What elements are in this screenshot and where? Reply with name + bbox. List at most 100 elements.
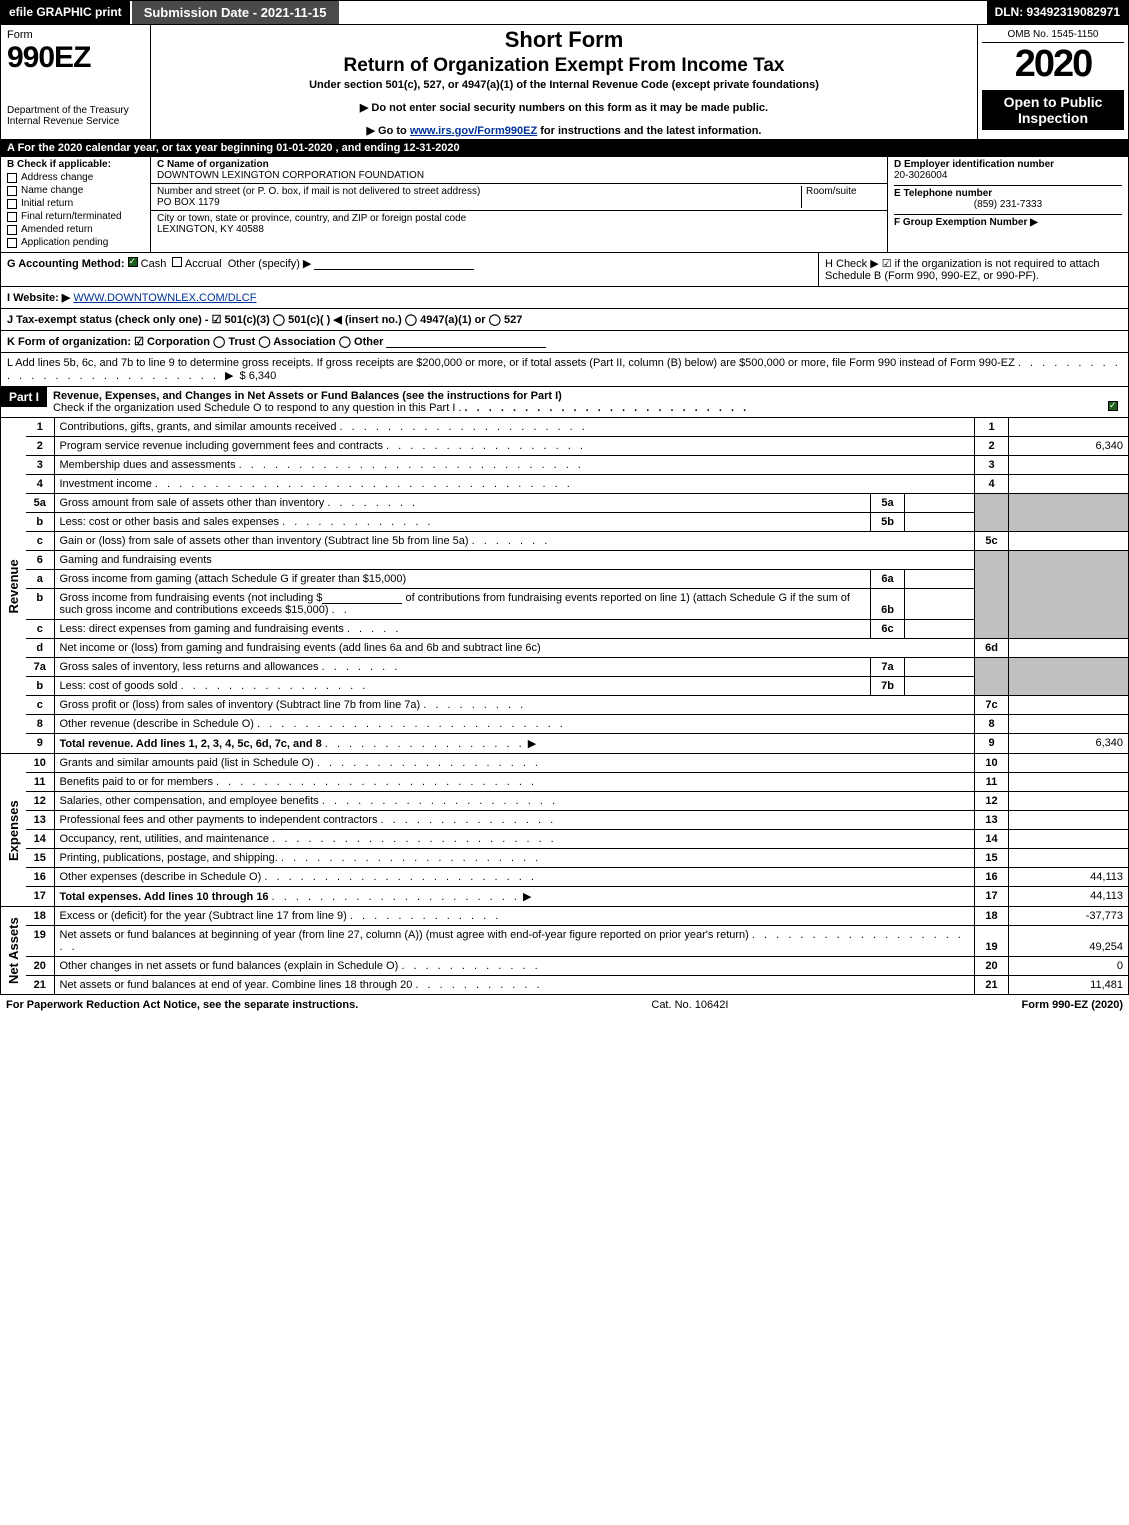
l-text: L Add lines 5b, 6c, and 7b to line 9 to … xyxy=(7,357,1015,369)
tax-year: 2020 xyxy=(982,43,1124,86)
line-num: c xyxy=(26,620,54,639)
cb-amended-return[interactable]: Amended return xyxy=(7,224,144,235)
efile-print-label[interactable]: efile GRAPHIC print xyxy=(1,1,130,24)
line-num: 4 xyxy=(26,475,54,494)
line-desc: Salaries, other compensation, and employ… xyxy=(54,792,975,811)
sub-val xyxy=(905,513,975,532)
sub-val xyxy=(905,589,975,620)
cb-label: Final return/terminated xyxy=(21,211,122,222)
website-link[interactable]: WWW.DOWNTOWNLEX.COM/DLCF xyxy=(73,292,256,304)
line-amount xyxy=(1009,754,1129,773)
line-ref: 19 xyxy=(975,926,1009,957)
irs-label: Internal Revenue Service xyxy=(7,116,144,127)
cb-label: Name change xyxy=(21,185,83,196)
line-desc: Total revenue. Add lines 1, 2, 3, 4, 5c,… xyxy=(54,734,975,754)
checkbox-icon xyxy=(7,199,17,209)
shaded-cell xyxy=(975,658,1009,696)
k-other-input[interactable] xyxy=(386,336,546,348)
line-num: 6 xyxy=(26,551,54,570)
cb-application-pending[interactable]: Application pending xyxy=(7,237,144,248)
lines-table: Revenue 1 Contributions, gifts, grants, … xyxy=(0,418,1129,995)
part-1-checkbox[interactable] xyxy=(1098,387,1128,414)
cb-address-change[interactable]: Address change xyxy=(7,172,144,183)
line-6b: b Gross income from fundraising events (… xyxy=(1,589,1129,620)
line-desc: Occupancy, rent, utilities, and maintena… xyxy=(54,830,975,849)
line-amount xyxy=(1009,715,1129,734)
expenses-side-label: Expenses xyxy=(1,754,27,907)
line-15: 15 Printing, publications, postage, and … xyxy=(1,849,1129,868)
form-subtitle: Under section 501(c), 527, or 4947(a)(1)… xyxy=(159,79,969,91)
line-num: 15 xyxy=(26,849,54,868)
line-amount xyxy=(1009,696,1129,715)
org-city-row: City or town, state or province, country… xyxy=(151,211,887,237)
cb-accrual-icon[interactable] xyxy=(172,257,182,267)
org-name-row: C Name of organization DOWNTOWN LEXINGTO… xyxy=(151,157,887,184)
line-5c: c Gain or (loss) from sale of assets oth… xyxy=(1,532,1129,551)
footer-cat: Cat. No. 10642I xyxy=(651,999,728,1011)
line-4: 4 Investment income . . . . . . . . . . … xyxy=(1,475,1129,494)
cb-name-change[interactable]: Name change xyxy=(7,185,144,196)
header-center: Short Form Return of Organization Exempt… xyxy=(151,25,978,139)
line-ref: 10 xyxy=(975,754,1009,773)
line-amount xyxy=(1009,830,1129,849)
checkbox-icon xyxy=(7,173,17,183)
line-ref: 14 xyxy=(975,830,1009,849)
line-6: 6 Gaming and fundraising events xyxy=(1,551,1129,570)
line-desc: Net assets or fund balances at end of ye… xyxy=(54,976,975,995)
line-6a: a Gross income from gaming (attach Sched… xyxy=(1,570,1129,589)
department-label: Department of the Treasury xyxy=(7,105,144,116)
line-ref: 11 xyxy=(975,773,1009,792)
line-num: 20 xyxy=(26,957,54,976)
line-desc: Printing, publications, postage, and shi… xyxy=(54,849,975,868)
form-header: Form 990EZ Department of the Treasury In… xyxy=(0,25,1129,140)
cb-cash-icon[interactable] xyxy=(128,257,138,267)
line-ref: 4 xyxy=(975,475,1009,494)
goto-pre: ▶ Go to xyxy=(367,125,410,137)
line-num: 1 xyxy=(26,418,54,437)
line-amount xyxy=(1009,773,1129,792)
line-num: 8 xyxy=(26,715,54,734)
cb-label: Amended return xyxy=(21,224,93,235)
line-ref: 15 xyxy=(975,849,1009,868)
line-desc: Benefits paid to or for members . . . . … xyxy=(54,773,975,792)
submission-date-label: Submission Date - 2021-11-15 xyxy=(130,1,339,24)
g-other-input[interactable] xyxy=(314,258,474,270)
cb-initial-return[interactable]: Initial return xyxy=(7,198,144,209)
line-ref: 20 xyxy=(975,957,1009,976)
line-11: 11 Benefits paid to or for members . . .… xyxy=(1,773,1129,792)
top-bar: efile GRAPHIC print Submission Date - 20… xyxy=(0,0,1129,25)
g-accrual: Accrual xyxy=(185,258,222,270)
line-7c: c Gross profit or (loss) from sales of i… xyxy=(1,696,1129,715)
column-b: B Check if applicable: Address change Na… xyxy=(1,157,151,252)
line-desc: Membership dues and assessments . . . . … xyxy=(54,456,975,475)
line-ref: 6d xyxy=(975,639,1009,658)
line-1: Revenue 1 Contributions, gifts, grants, … xyxy=(1,418,1129,437)
revenue-side-label: Revenue xyxy=(1,418,27,754)
cb-final-return[interactable]: Final return/terminated xyxy=(7,211,144,222)
line-ref: 17 xyxy=(975,887,1009,907)
line-amount xyxy=(1009,811,1129,830)
i-label: I Website: ▶ xyxy=(7,292,70,304)
cb-label: Application pending xyxy=(21,237,108,248)
line-ref: 8 xyxy=(975,715,1009,734)
line-amount: 6,340 xyxy=(1009,437,1129,456)
b-label: B Check if applicable: xyxy=(7,159,144,170)
line-ref: 13 xyxy=(975,811,1009,830)
line-desc: Gross income from gaming (attach Schedul… xyxy=(54,570,871,589)
org-address: PO BOX 1179 xyxy=(157,197,801,208)
checkbox-icon xyxy=(7,212,17,222)
line-amount xyxy=(1009,792,1129,811)
line-num: b xyxy=(26,589,54,620)
contrib-amount-input[interactable] xyxy=(322,592,402,604)
line-21: 21 Net assets or fund balances at end of… xyxy=(1,976,1129,995)
line-k: K Form of organization: ☑ Corporation ◯ … xyxy=(0,331,1129,353)
netassets-side-label: Net Assets xyxy=(1,907,27,995)
irs-link[interactable]: www.irs.gov/Form990EZ xyxy=(410,125,537,137)
e-phone-label: E Telephone number xyxy=(894,185,1122,199)
sub-ref: 6b xyxy=(871,589,905,620)
line-num: 5a xyxy=(26,494,54,513)
g-cash: Cash xyxy=(141,258,167,270)
line-num: a xyxy=(26,570,54,589)
line-desc: Gaming and fundraising events xyxy=(54,551,975,570)
sub-ref: 7a xyxy=(871,658,905,677)
